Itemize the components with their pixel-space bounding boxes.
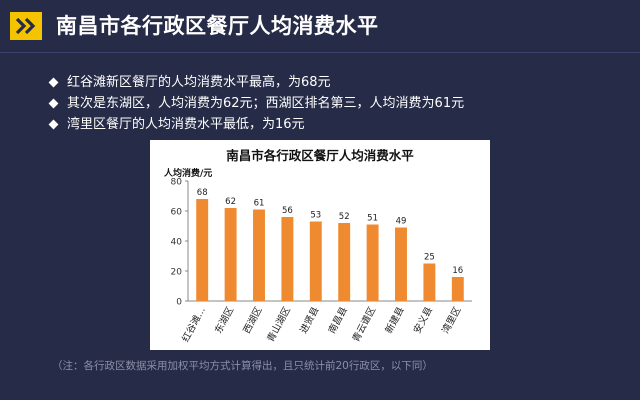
x-tick-label: 安义县	[411, 305, 435, 336]
y-tick-label: 0	[176, 298, 182, 308]
data-label: 51	[367, 214, 378, 224]
x-tick-label: 青云谱区	[350, 304, 379, 344]
bar-chart-svg: 南昌市各行政区餐厅人均消费水平 人均消费/元 0 20 40 60 80 68 红谷滩… 62…	[163, 148, 472, 344]
x-tick-label: 西湖区	[242, 305, 265, 336]
bar	[451, 277, 464, 301]
data-label: 49	[396, 217, 407, 227]
diamond-bullet-icon	[48, 119, 59, 130]
x-tick-label: 湾里区	[439, 304, 463, 335]
y-tick-label: 60	[171, 208, 183, 218]
bullet-text: 红谷滩新区餐厅的人均消费水平最高，为68元	[67, 75, 331, 90]
data-label: 16	[452, 266, 463, 276]
bar	[196, 199, 209, 301]
data-label: 68	[197, 188, 208, 198]
data-label: 62	[225, 197, 236, 207]
data-label: 53	[310, 211, 321, 221]
x-tick-label: 南昌县	[326, 305, 350, 336]
x-tick-label: 进贤县	[298, 305, 321, 335]
bar	[395, 227, 407, 301]
x-tick-label: 新建县	[383, 305, 407, 336]
diamond-bullet-icon	[48, 98, 59, 109]
y-tick-label: 40	[171, 238, 183, 248]
y-tick-label: 80	[171, 178, 183, 188]
data-label: 56	[282, 206, 293, 216]
bullet-text: 湾里区餐厅的人均消费水平最低，为16元	[67, 117, 305, 132]
chart-title: 南昌市各行政区餐厅人均消费水平	[226, 148, 414, 163]
header: 南昌市各行政区餐厅人均消费水平	[0, 0, 640, 52]
data-label: 52	[339, 212, 350, 222]
bar	[224, 208, 237, 301]
bar	[309, 221, 322, 301]
diamond-bullet-icon	[48, 77, 59, 88]
bullet-list: 红谷滩新区餐厅的人均消费水平最高，为68元 其次是东湖区，人均消费为62元；西湖…	[48, 72, 608, 135]
bullet-item: 红谷滩新区餐厅的人均消费水平最高，为68元	[48, 72, 608, 93]
bullet-item: 其次是东湖区，人均消费为62元；西湖区排名第三，人均消费为61元	[48, 93, 608, 114]
bar	[281, 217, 294, 301]
header-divider	[0, 52, 640, 53]
x-tick-label: 东湖区	[212, 304, 236, 335]
data-label: 61	[254, 199, 265, 209]
double-chevron-icon	[10, 12, 42, 40]
bar	[366, 224, 379, 301]
bar	[253, 209, 265, 301]
page-title: 南昌市各行政区餐厅人均消费水平	[56, 14, 379, 38]
y-axis-label: 人均消费/元	[163, 167, 212, 179]
bullet-text: 其次是东湖区，人均消费为62元；西湖区排名第三，人均消费为61元	[67, 96, 465, 111]
bullet-item: 湾里区餐厅的人均消费水平最低，为16元	[48, 114, 608, 135]
data-label: 25	[424, 253, 435, 263]
bar-chart: 南昌市各行政区餐厅人均消费水平 人均消费/元 0 20 40 60 80 68 红谷滩… 62…	[150, 140, 490, 350]
x-tick-label: 青山湖区	[265, 304, 294, 344]
bar	[338, 223, 351, 301]
bar	[423, 263, 436, 301]
y-tick-label: 20	[171, 268, 183, 278]
footnote: （注：各行政区数据采用加权平均方式计算得出，且只统计前20行政区，以下同）	[52, 360, 433, 372]
x-tick-label: 红谷滩…	[179, 305, 207, 344]
